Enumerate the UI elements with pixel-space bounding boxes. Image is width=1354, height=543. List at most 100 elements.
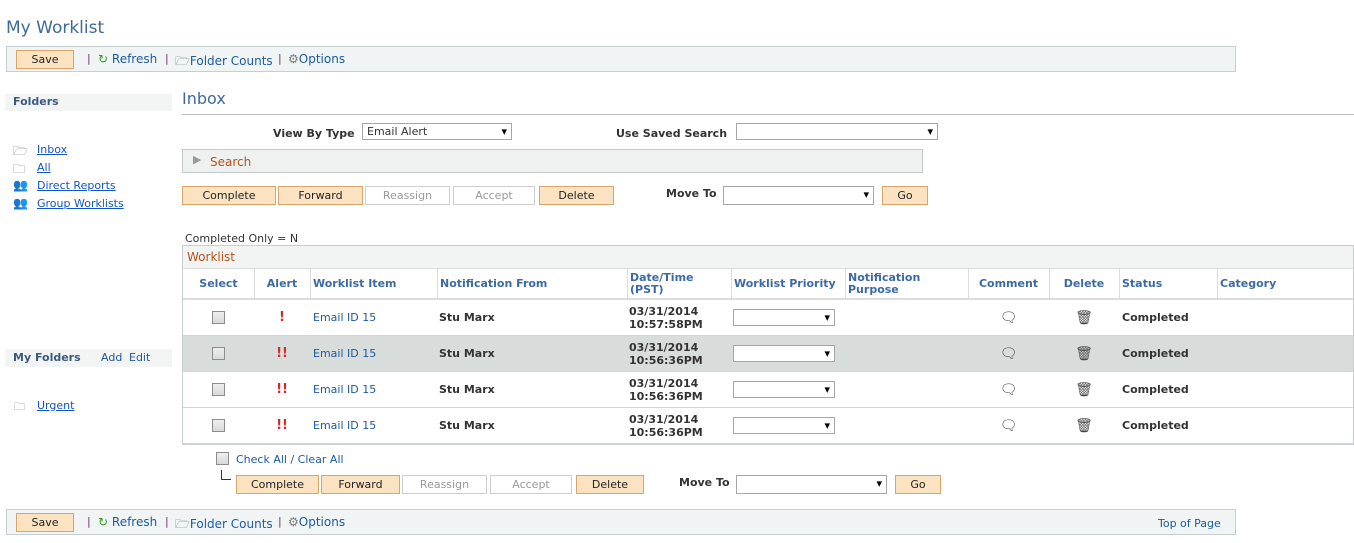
my-folders-heading: My Folders [13, 351, 81, 364]
time: 10:57:58PM [629, 317, 703, 331]
category [1217, 408, 1353, 443]
reassign-button[interactable]: Reassign [365, 186, 450, 205]
column-header-comment: Comment [978, 277, 1039, 290]
notification-purpose [845, 300, 968, 335]
inbox-heading: Inbox [182, 89, 226, 108]
worklist-priority-select[interactable] [733, 345, 835, 362]
row-checkbox[interactable] [183, 336, 254, 371]
grid-title-bar: Worklist [183, 246, 1353, 269]
priority-cell [731, 336, 845, 371]
move-to-label: Move To [666, 187, 717, 200]
worklist-item-link[interactable]: Email ID 15 [313, 347, 377, 360]
column-header-select: Select [199, 277, 238, 290]
search-label: Search [210, 155, 252, 169]
forward-button[interactable]: Forward [278, 186, 363, 205]
view-by-type-select[interactable]: Email Alert [362, 123, 512, 140]
row-checkbox[interactable] [183, 372, 254, 407]
time: 10:56:36PM [629, 425, 703, 439]
date: 03/31/2014 [629, 376, 699, 390]
top-of-page-link[interactable]: Top of Page [1158, 517, 1221, 530]
trash-icon[interactable]: 🗑 [1075, 381, 1093, 398]
column-header-worklist-priority: Worklist Priority [734, 277, 836, 290]
saved-search-select[interactable] [736, 123, 938, 140]
options-label: Options [298, 515, 346, 529]
open-folder-icon: 🗁 [13, 144, 28, 158]
add-folder-link[interactable]: Add [101, 351, 123, 364]
group-folder-icon: 👥 [13, 178, 28, 192]
refresh-label: Refresh [111, 515, 158, 529]
folder-link[interactable]: Group Worklists [37, 197, 124, 210]
priority-cell [731, 300, 845, 335]
folder-link-urgent[interactable]: Urgent [37, 399, 75, 412]
folder-counts-button-bottom[interactable]: 🗁Folder Counts [175, 515, 273, 536]
separator: | [165, 52, 169, 65]
folder-link[interactable]: Inbox [37, 143, 68, 156]
worklist-item-link[interactable]: Email ID 15 [313, 419, 377, 432]
accept-button-bottom[interactable]: Accept [490, 475, 572, 494]
forward-button-bottom[interactable]: Forward [321, 475, 400, 494]
options-icon: ⚙ [288, 52, 299, 66]
accept-button[interactable]: Accept [453, 186, 535, 205]
date-time: 03/31/2014 10:56:36PM [627, 372, 731, 407]
page-title: My Worklist [6, 18, 105, 38]
bottom-toolbar: Save | ↻ Refresh | 🗁Folder Counts | ⚙Opt… [6, 509, 1236, 535]
folder-counts-label: Folder Counts [189, 517, 273, 531]
folder-link[interactable]: All [37, 161, 51, 174]
edit-folder-link[interactable]: Edit [129, 351, 151, 364]
complete-button-bottom[interactable]: Complete [236, 475, 319, 494]
trash-icon[interactable]: 🗑 [1075, 345, 1093, 362]
save-button[interactable]: Save [16, 50, 74, 69]
date-time: 03/31/2014 10:57:58PM [627, 300, 731, 335]
worklist-priority-select[interactable] [733, 417, 835, 434]
search-section[interactable]: ▶ Search [182, 149, 923, 173]
column-header-status: Status [1122, 277, 1163, 290]
notification-from: Stu Marx [439, 311, 495, 324]
notification-from: Stu Marx [439, 383, 495, 396]
trash-icon[interactable]: 🗑 [1075, 309, 1093, 326]
move-to-select-bottom[interactable] [736, 475, 887, 494]
column-header-notification-from: Notification From [440, 277, 548, 290]
comment-icon[interactable]: 🗨 [999, 309, 1018, 326]
divider [182, 114, 1354, 115]
date: 03/31/2014 [629, 412, 699, 426]
move-to-label-bottom: Move To [679, 476, 730, 489]
delete-button[interactable]: Delete [539, 186, 614, 205]
comment-icon[interactable]: 🗨 [999, 381, 1018, 398]
options-button[interactable]: ⚙Options [288, 52, 345, 66]
status: Completed [1122, 311, 1189, 324]
options-icon: ⚙ [288, 515, 299, 529]
worklist-item-link[interactable]: Email ID 15 [313, 383, 377, 396]
worklist-priority-select[interactable] [733, 381, 835, 398]
folder-link[interactable]: Direct Reports [37, 179, 116, 192]
reassign-button-bottom[interactable]: Reassign [402, 475, 487, 494]
table-row: !! Email ID 15 Stu Marx 03/31/2014 10:56:… [183, 408, 1353, 444]
worklist-item-link[interactable]: Email ID 15 [313, 311, 377, 324]
row-checkbox[interactable] [183, 300, 254, 335]
go-button[interactable]: Go [882, 186, 928, 205]
move-to-select[interactable] [723, 186, 874, 205]
check-all-checkbox[interactable] [216, 452, 229, 465]
delete-button-bottom[interactable]: Delete [576, 475, 644, 494]
folder-counts-button[interactable]: 🗁Folder Counts [175, 52, 273, 73]
notification-from: Stu Marx [439, 419, 495, 432]
alert-icon: !! [276, 346, 288, 361]
refresh-button[interactable]: ↻ Refresh [98, 52, 157, 66]
go-button-bottom[interactable]: Go [895, 475, 941, 494]
header-divider [183, 298, 1353, 300]
check-all-link[interactable]: Check All / Clear All [236, 453, 344, 466]
comment-icon[interactable]: 🗨 [999, 417, 1018, 434]
time: 10:56:36PM [629, 389, 703, 403]
tree-connector [221, 470, 231, 480]
options-label: Options [298, 52, 346, 66]
save-button-bottom[interactable]: Save [16, 513, 74, 532]
complete-button[interactable]: Complete [182, 186, 276, 205]
saved-search-label: Use Saved Search [616, 127, 728, 140]
row-checkbox[interactable] [183, 408, 254, 443]
separator: | [278, 52, 282, 65]
comment-icon[interactable]: 🗨 [999, 345, 1018, 362]
worklist-priority-select[interactable] [733, 309, 835, 326]
options-button-bottom[interactable]: ⚙Options [288, 515, 345, 529]
trash-icon[interactable]: 🗑 [1075, 417, 1093, 434]
priority-cell [731, 372, 845, 407]
refresh-button-bottom[interactable]: ↻ Refresh [98, 515, 157, 529]
